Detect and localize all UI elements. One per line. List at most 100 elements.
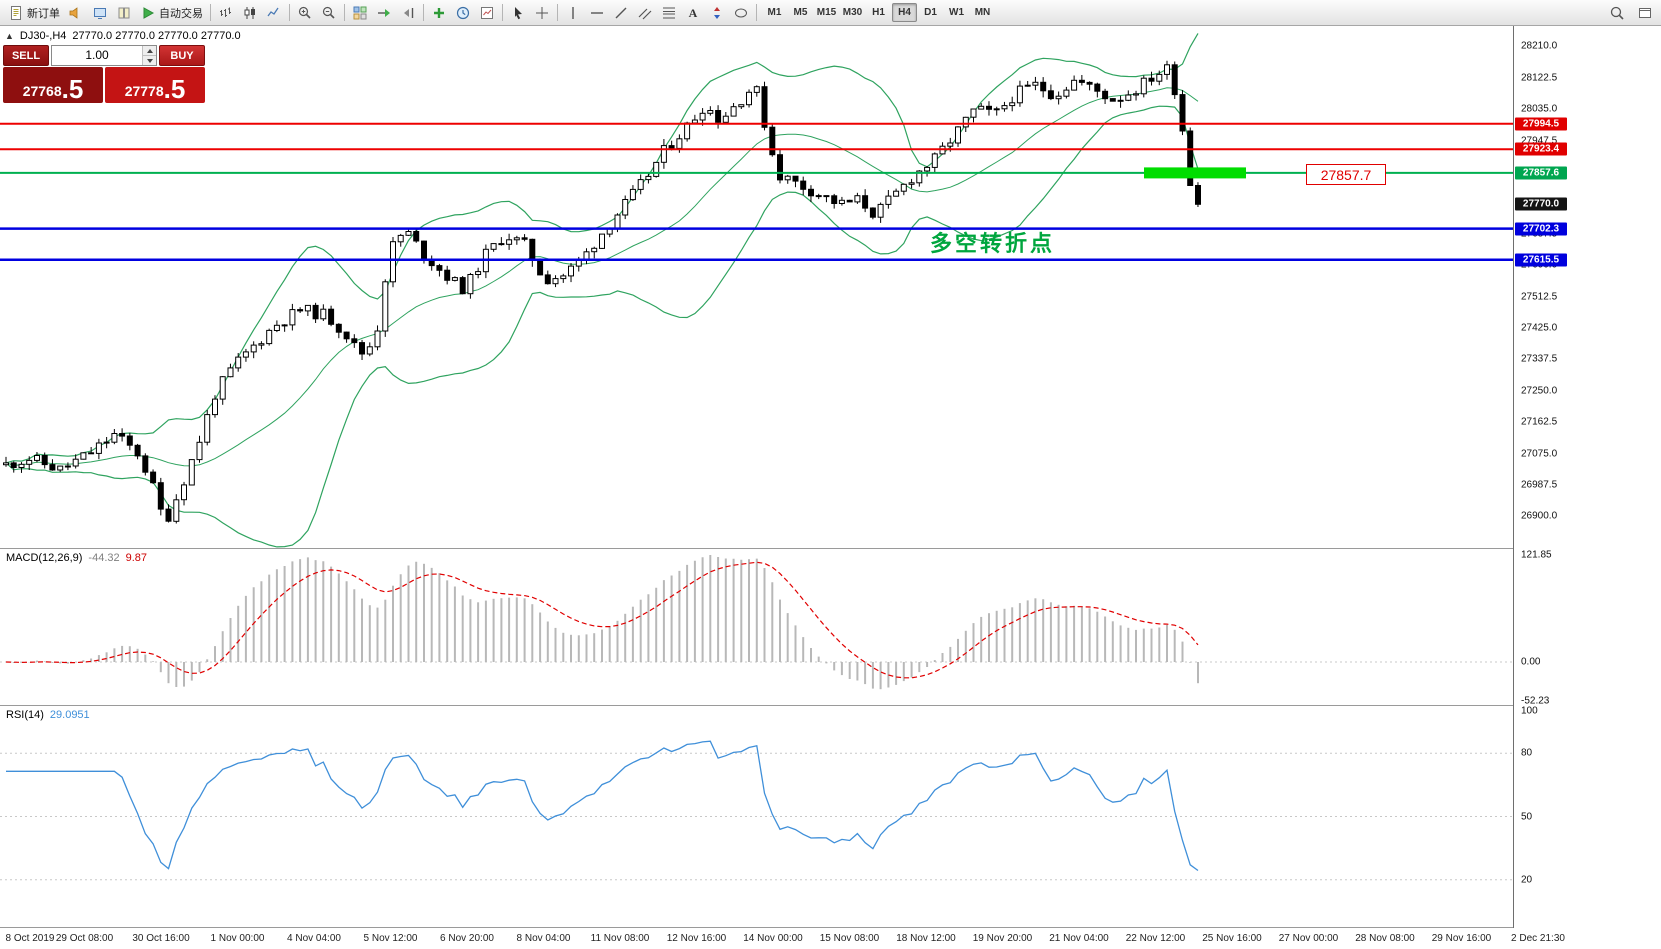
time-axis-label: 30 Oct 16:00	[132, 933, 190, 944]
timeframe-button-h4[interactable]: H4	[892, 3, 917, 22]
timeframe-button-d1[interactable]: D1	[918, 3, 943, 22]
timeframe-button-w1[interactable]: W1	[944, 3, 969, 22]
zoom-in-button[interactable]	[293, 2, 317, 23]
chart-ohlc-values: 27770.0 27770.0 27770.0 27770.0	[72, 30, 241, 42]
timeframe-button-h1[interactable]: H1	[866, 3, 891, 22]
bar-chart-button[interactable]	[214, 2, 238, 23]
macd-axis-label: -52.23	[1521, 695, 1550, 707]
chart-symbol-header: ▲ DJ30-,H4 27770.0 27770.0 27770.0 27770…	[5, 30, 241, 42]
time-axis-label: 22 Nov 12:00	[1125, 933, 1186, 944]
buy-button[interactable]: BUY	[159, 45, 205, 66]
tile-windows-icon	[352, 5, 368, 21]
equidistant-channel-button[interactable]	[633, 2, 657, 23]
add-indicator-icon	[431, 5, 447, 21]
time-axis-label: 29 Oct 08:00	[55, 933, 114, 944]
cursor-button[interactable]	[506, 2, 530, 23]
volume-field[interactable]: 1.00	[51, 45, 157, 66]
zoom-out-icon	[321, 5, 337, 21]
timeframe-button-m30[interactable]: M30	[840, 3, 865, 22]
autotrading-icon	[140, 5, 156, 21]
line-chart-button[interactable]	[262, 2, 286, 23]
sell-price-button[interactable]: 27768 .5	[3, 67, 103, 103]
buy-price-button[interactable]: 27778 .5	[105, 67, 205, 103]
vertical-line-button[interactable]	[561, 2, 585, 23]
toolbar-separator	[557, 4, 558, 21]
macd-axis-label: 121.85	[1521, 549, 1552, 561]
oneclick-collapse-arrow[interactable]: ▲	[5, 31, 14, 41]
rsi-axis-label: 100	[1521, 705, 1538, 717]
market-watch-button[interactable]	[88, 2, 112, 23]
trendline-button[interactable]	[609, 2, 633, 23]
time-axis-label: 6 Nov 20:00	[440, 933, 494, 944]
periods-button[interactable]	[451, 2, 475, 23]
timeframe-button-m5[interactable]: M5	[788, 3, 813, 22]
svg-text:A: A	[689, 6, 698, 20]
price-axis-label: 27162.5	[1521, 416, 1558, 428]
text-label-button[interactable]: A	[681, 2, 705, 23]
price-axis-label: 27425.0	[1521, 322, 1558, 334]
volume-increase-button[interactable]	[143, 46, 156, 55]
pane-separator[interactable]	[0, 705, 1661, 706]
crosshair-icon	[534, 5, 550, 21]
quick-search-button[interactable]	[1605, 2, 1629, 23]
macd-value: -44.32	[88, 552, 120, 564]
rsi-canvas[interactable]	[0, 706, 1513, 927]
navigator-button[interactable]	[112, 2, 136, 23]
spinner-down-icon	[146, 58, 153, 63]
macd-axis-label: 0.00	[1521, 656, 1541, 668]
main-chart-canvas[interactable]	[0, 26, 1513, 548]
time-axis-label: 11 Nov 08:00	[590, 933, 650, 944]
shapes-button[interactable]	[729, 2, 753, 23]
main-chart-pane: ▲ DJ30-,H4 27770.0 27770.0 27770.0 27770…	[0, 26, 1513, 548]
auto-scroll-button[interactable]	[372, 2, 396, 23]
add-indicator-button[interactable]	[427, 2, 451, 23]
toolbar-separator	[210, 4, 211, 21]
quick-search-icon	[1609, 5, 1625, 21]
market-watch-icon	[92, 5, 108, 21]
time-axis-label: 8 Nov 04:00	[516, 933, 571, 944]
alerts-button[interactable]	[64, 2, 88, 23]
macd-pane: MACD(12,26,9) -44.32 9.87	[0, 549, 1513, 705]
crosshair-button[interactable]	[530, 2, 554, 23]
price-badge: 27857.6	[1515, 166, 1567, 180]
volume-spinner	[142, 46, 156, 65]
vertical-line-icon	[565, 5, 581, 21]
sell-price-main: 27768	[22, 83, 62, 99]
timeframe-button-m1[interactable]: M1	[762, 3, 787, 22]
spinner-up-icon	[146, 48, 153, 53]
fibonacci-button[interactable]	[657, 2, 681, 23]
price-badge: 27994.5	[1515, 117, 1567, 131]
macd-canvas[interactable]	[0, 549, 1513, 705]
text-label-icon: A	[685, 5, 701, 21]
volume-decrease-button[interactable]	[143, 55, 156, 65]
volume-value[interactable]: 1.00	[85, 48, 109, 62]
price-axis-label: 27337.5	[1521, 353, 1558, 365]
detach-window-icon	[1637, 5, 1653, 21]
chart-symbol-label: DJ30-,H4	[19, 30, 67, 42]
time-axis[interactable]: 8 Oct 2019 29 Oct 08:00 30 Oct 16:00 1 Nov …	[0, 928, 1661, 949]
pane-separator[interactable]	[0, 548, 1661, 549]
templates-button[interactable]	[475, 2, 499, 23]
chart-annotation-text[interactable]: 多空转折点	[930, 231, 1056, 256]
time-axis-label: 2 Dec 21:30	[1511, 933, 1565, 944]
candlestick-chart-icon	[242, 5, 258, 21]
timeframe-button-m15[interactable]: M15	[814, 3, 839, 22]
price-axis-label: 27947.5	[1521, 135, 1558, 147]
time-axis-label: 5 Nov 12:00	[363, 933, 418, 944]
zoom-in-icon	[297, 5, 313, 21]
chart-workspace: ▲ DJ30-,H4 27770.0 27770.0 27770.0 27770…	[0, 26, 1661, 949]
price-tag-label[interactable]: 27857.7	[1306, 164, 1386, 185]
chart-shift-button[interactable]	[396, 2, 420, 23]
timeframe-button-mn[interactable]: MN	[970, 3, 995, 22]
detach-window-button[interactable]	[1633, 2, 1657, 23]
horizontal-line-button[interactable]	[585, 2, 609, 23]
arrow-objects-button[interactable]	[705, 2, 729, 23]
sell-button[interactable]: SELL	[3, 45, 49, 66]
price-axis[interactable]: 28210.028122.528035.027947.527687.527600…	[1513, 26, 1661, 928]
candlestick-chart-button[interactable]	[238, 2, 262, 23]
autotrading-button[interactable]: 自动交易	[136, 2, 207, 23]
zoom-out-button[interactable]	[317, 2, 341, 23]
new-order-button[interactable]: 新订单	[4, 2, 64, 23]
tile-windows-button[interactable]	[348, 2, 372, 23]
